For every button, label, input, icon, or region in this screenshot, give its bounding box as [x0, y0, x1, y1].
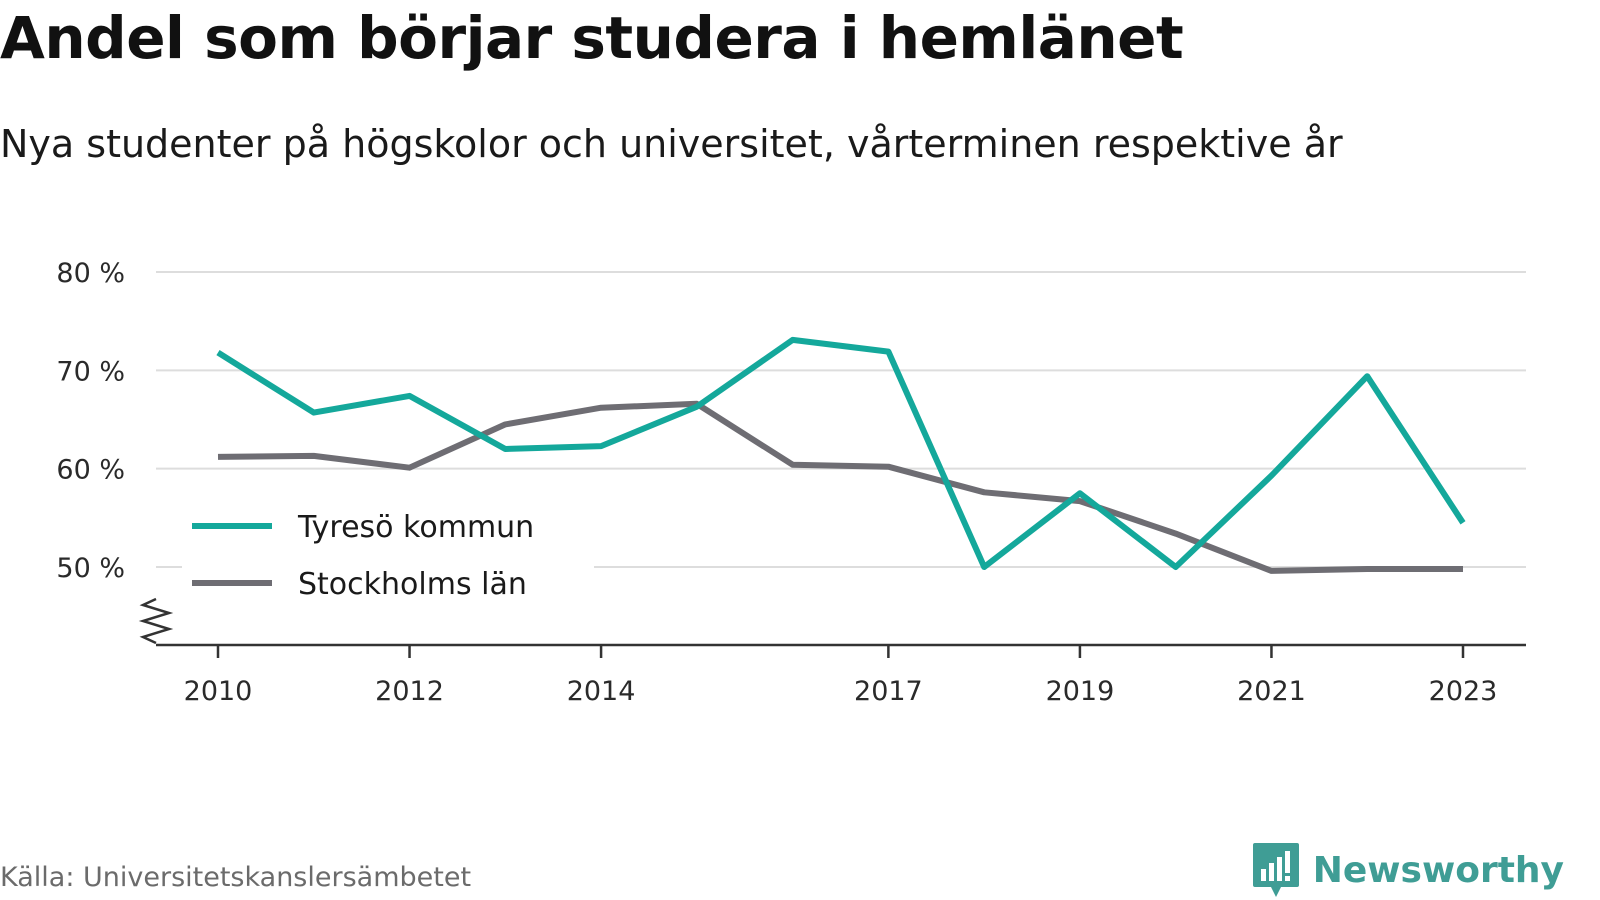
brand-name: Newsworthy: [1312, 849, 1564, 891]
series-line-stockholm: [217, 400, 1463, 574]
x-tick-label: 2014: [567, 676, 636, 707]
x-tick-label: 2012: [375, 676, 444, 707]
axes: 50 % 60 % 70 % 80 % 2010 2012 2014 2017 2019 2021…: [56, 258, 1526, 707]
axis-break-icon: [138, 597, 174, 645]
x-tick-label: 2010: [184, 676, 253, 707]
x-tick-label: 2017: [854, 676, 923, 707]
line-chart: 50 % 60 % 70 % 80 % 2010 2012 2014 2017 2019 2021…: [56, 258, 1526, 707]
x-tick-label: 2023: [1429, 676, 1498, 707]
y-tick-label: 50 %: [56, 553, 125, 584]
y-tick-label: 60 %: [56, 455, 125, 486]
y-tick-label: 80 %: [56, 258, 125, 289]
legend-label: Tyresö kommun: [297, 510, 534, 545]
legend: Tyresö kommun Stockholms län: [182, 498, 594, 616]
x-tick-label: 2019: [1046, 676, 1115, 707]
legend-background: [182, 498, 594, 616]
legend-label: Stockholms län: [298, 567, 527, 602]
series-lines: [216, 336, 1466, 574]
chart-subtitle: Nya studenter på högskolor och universit…: [0, 122, 1343, 166]
newsworthy-logo: Newsworthy: [1251, 840, 1564, 900]
y-tick-label: 70 %: [56, 356, 125, 387]
chart-title: Andel som börjar studera i hemlänet: [0, 4, 1184, 72]
newsworthy-logo-icon: [1252, 843, 1299, 897]
x-tick-label: 2021: [1237, 676, 1306, 707]
series-line-tyreso: [216, 336, 1466, 570]
source-note: Källa: Universitetskanslersämbetet: [0, 862, 472, 893]
